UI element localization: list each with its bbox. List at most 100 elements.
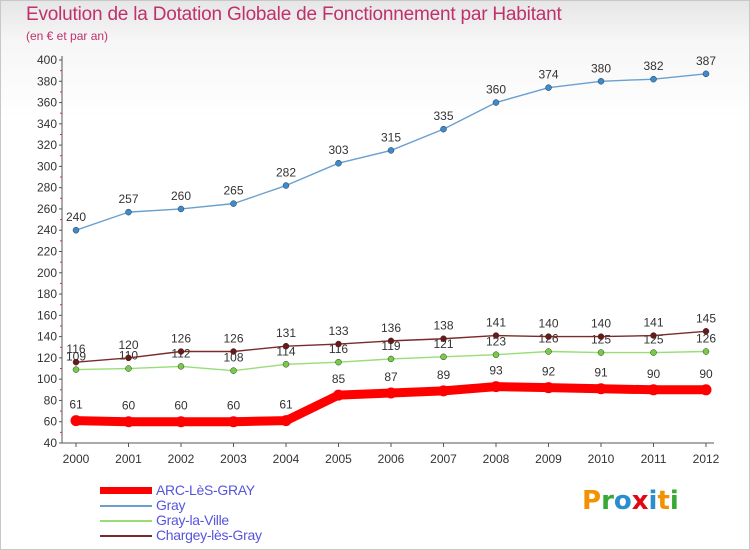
data-label-gray: 382 [643, 59, 663, 73]
data-point-gray [177, 205, 185, 213]
y-tick-label: 200 [37, 266, 57, 280]
legend-item-gray-la-ville[interactable]: Gray-la-Ville [100, 512, 320, 528]
data-point-gray-la-ville [335, 358, 342, 366]
legend-label-gray: Gray [156, 497, 186, 513]
y-tick-label: 260 [37, 202, 57, 216]
data-point-gray-la-ville [230, 367, 237, 374]
data-label-gray-la-ville: 116 [329, 342, 348, 356]
legend-swatch-gray [100, 505, 152, 507]
x-tick-label: 2010 [588, 452, 615, 466]
data-point-arc-les-gray [175, 416, 187, 428]
data-point-arc-les-gray [123, 416, 134, 428]
x-tick-label: 2012 [693, 452, 720, 466]
data-label-chargey-les-gray: 116 [66, 342, 85, 356]
data-label-arc-les-gray: 90 [699, 367, 713, 381]
data-label-gray: 380 [591, 61, 611, 75]
legend-swatch-chargey-les-gray [100, 535, 152, 537]
data-label-arc-les-gray: 87 [384, 370, 398, 384]
data-label-arc-les-gray: 85 [332, 372, 346, 386]
data-point-chargey-les-gray [387, 337, 395, 345]
data-point-arc-les-gray [385, 387, 397, 399]
data-point-gray [702, 70, 710, 78]
data-label-chargey-les-gray: 140 [591, 317, 611, 331]
data-point-arc-les-gray [438, 385, 449, 397]
chart-legend: ARC-LèS-GRAY Gray Gray-la-Ville Chargey-… [100, 482, 320, 543]
y-tick-label: 380 [37, 74, 57, 88]
data-label-chargey-les-gray: 145 [696, 311, 716, 325]
logo-letter: P [582, 486, 602, 516]
legend-label-chargey-les-gray: Chargey-lès-Gray [156, 527, 262, 543]
y-tick-label: 300 [37, 159, 57, 173]
data-point-chargey-les-gray [335, 340, 342, 348]
data-label-gray-la-ville: 109 [66, 350, 86, 364]
data-label-chargey-les-gray: 141 [486, 316, 506, 330]
legend-item-chargey-les-gray[interactable]: Chargey-lès-Gray [100, 527, 320, 543]
data-label-chargey-les-gray: 120 [118, 338, 138, 352]
y-tick-label: 280 [37, 181, 57, 195]
logo-letter: i [669, 486, 679, 516]
y-tick-label: 80 [44, 393, 58, 407]
data-point-arc-les-gray [543, 382, 554, 394]
data-point-gray-la-ville [650, 349, 657, 356]
data-point-chargey-les-gray [72, 358, 80, 366]
data-point-chargey-les-gray [282, 342, 290, 350]
data-label-arc-les-gray: 91 [594, 366, 608, 380]
x-tick-label: 2000 [63, 452, 90, 466]
y-tick-label: 40 [44, 436, 58, 450]
y-tick-label: 140 [37, 330, 57, 344]
y-tick-label: 120 [37, 351, 57, 365]
data-point-gray-la-ville [545, 348, 552, 355]
x-tick-label: 2004 [273, 452, 300, 466]
data-point-arc-les-gray [648, 384, 659, 396]
data-point-chargey-les-gray [545, 333, 552, 340]
data-point-gray-la-ville [597, 349, 605, 356]
data-point-gray [597, 78, 605, 85]
data-point-chargey-les-gray [440, 335, 447, 342]
x-tick-label: 2005 [325, 452, 352, 466]
data-label-arc-les-gray: 61 [279, 398, 293, 412]
data-label-arc-les-gray: 60 [174, 399, 188, 413]
legend-swatch-arc-les-gray [100, 487, 152, 494]
data-label-chargey-les-gray: 140 [538, 317, 558, 331]
data-point-chargey-les-gray [177, 348, 185, 355]
x-tick-label: 2008 [483, 452, 510, 466]
data-label-gray-la-ville: 121 [433, 337, 453, 351]
legend-item-gray[interactable]: Gray [100, 497, 320, 513]
data-point-chargey-les-gray [597, 333, 605, 340]
data-label-gray: 315 [381, 130, 401, 144]
legend-label-arc-les-gray: ARC-LèS-GRAY [156, 482, 255, 498]
y-tick-label: 400 [37, 53, 57, 67]
data-label-gray: 335 [433, 109, 453, 123]
legend-item-arc-les-gray[interactable]: ARC-LèS-GRAY [100, 482, 320, 498]
data-point-gray-la-ville [177, 363, 185, 370]
data-label-chargey-les-gray: 133 [328, 324, 348, 338]
data-point-gray-la-ville [72, 366, 80, 373]
proxiti-logo: Proxiti [582, 486, 679, 516]
x-tick-label: 2002 [168, 452, 195, 466]
y-tick-label: 240 [37, 223, 57, 237]
data-point-chargey-les-gray [125, 354, 132, 362]
data-point-chargey-les-gray [492, 332, 500, 339]
logo-letter: o [613, 486, 632, 516]
y-tick-label: 220 [37, 245, 57, 259]
data-label-gray: 387 [696, 54, 716, 68]
logo-letter: t [657, 486, 670, 516]
data-label-chargey-les-gray: 126 [223, 332, 243, 346]
data-label-chargey-les-gray: 138 [433, 319, 453, 333]
data-label-gray: 257 [118, 192, 138, 206]
data-label-gray: 260 [171, 189, 191, 203]
logo-letter: r [601, 486, 614, 516]
data-point-chargey-les-gray [702, 328, 710, 335]
data-label-chargey-les-gray: 131 [276, 326, 296, 340]
data-label-gray: 240 [66, 210, 86, 224]
y-tick-label: 320 [37, 138, 57, 152]
data-label-arc-les-gray: 93 [489, 364, 503, 378]
legend-label-gray-la-ville: Gray-la-Ville [156, 512, 229, 528]
data-point-gray-la-ville [702, 348, 710, 355]
data-point-arc-les-gray [70, 415, 82, 427]
y-tick-label: 360 [37, 96, 57, 110]
data-point-gray [230, 200, 237, 207]
x-tick-label: 2001 [115, 452, 142, 466]
data-point-arc-les-gray [228, 416, 239, 428]
